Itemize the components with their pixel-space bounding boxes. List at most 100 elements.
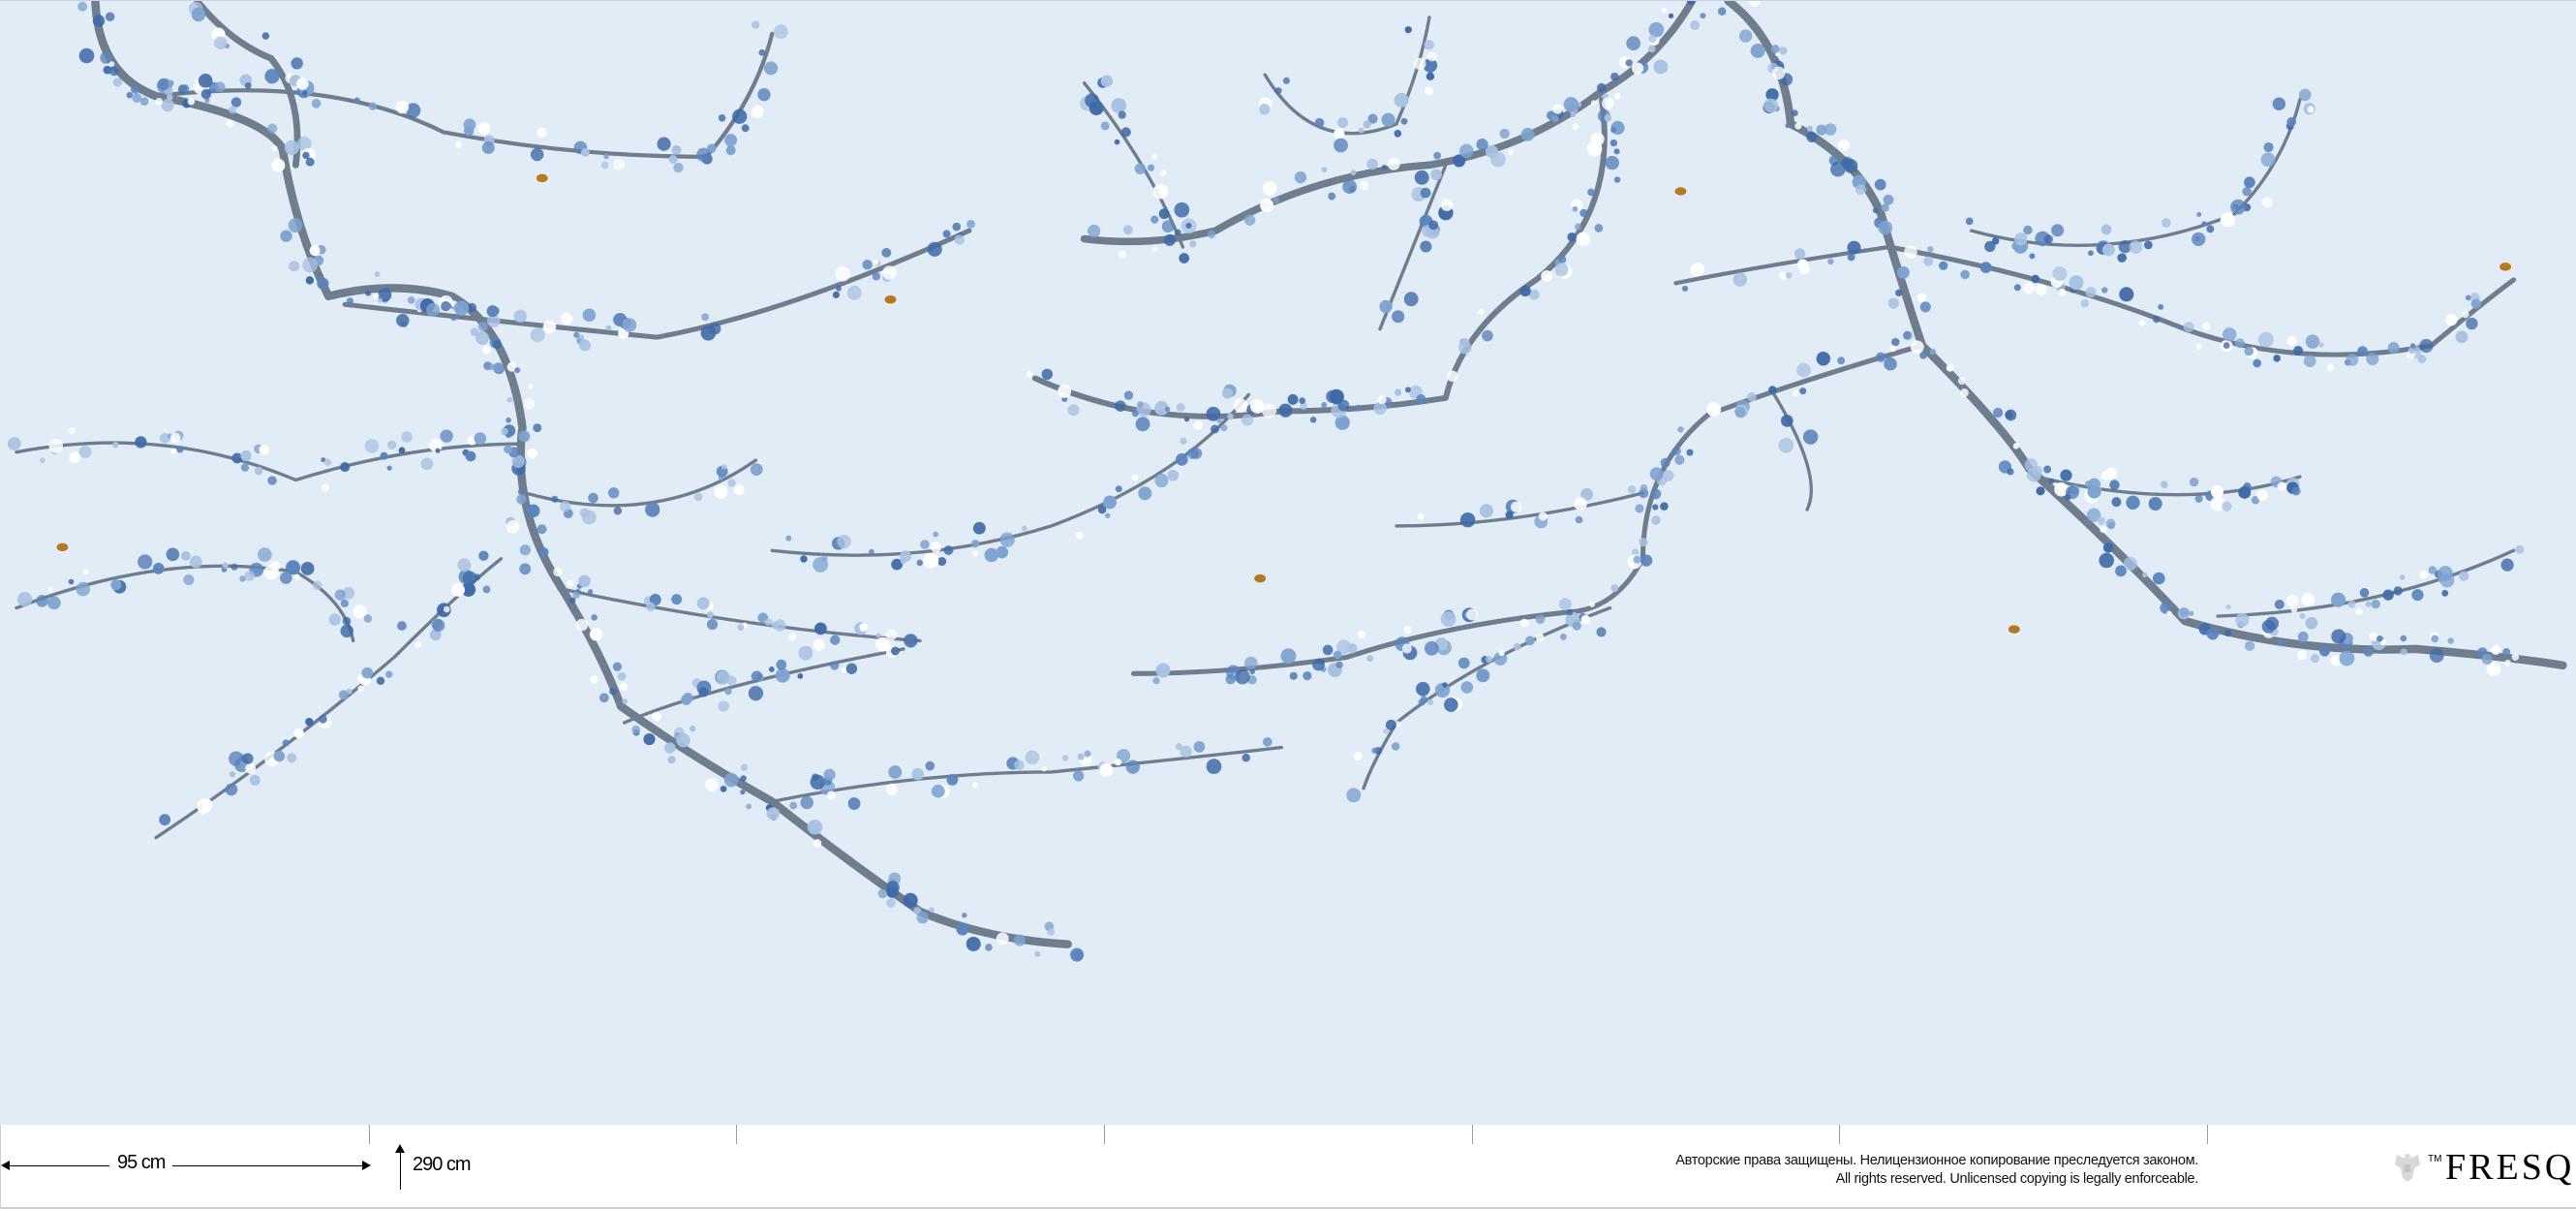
blossom <box>891 558 904 571</box>
blossom <box>2195 343 2202 350</box>
blossom <box>1289 671 1298 680</box>
blossom <box>450 315 457 322</box>
blossom <box>1649 467 1664 480</box>
blossom <box>2291 486 2301 496</box>
blossom <box>1674 454 1685 465</box>
blossom <box>1180 437 1187 445</box>
blossom <box>1671 447 1681 456</box>
branch <box>2216 548 2516 618</box>
blossom <box>2064 493 2071 501</box>
blossom <box>135 436 147 449</box>
bee-icon <box>1254 574 1267 583</box>
blossom <box>916 559 923 567</box>
blossom <box>1159 170 1167 176</box>
blossom <box>2117 253 2127 263</box>
blossom <box>2158 303 2164 310</box>
blossom <box>1661 7 1667 14</box>
blossom <box>353 97 361 105</box>
blossom <box>1579 208 1588 218</box>
blossom <box>1965 217 1974 226</box>
blossom <box>225 783 238 796</box>
blossom <box>1261 403 1277 418</box>
blossom <box>1334 415 1350 430</box>
blossom <box>2481 653 2493 666</box>
blossom <box>1891 337 1900 347</box>
blossom <box>2223 342 2230 349</box>
blossom <box>1394 130 1402 138</box>
blossom <box>1690 20 1701 31</box>
blossom <box>1919 351 1928 359</box>
blossom <box>1147 164 1155 171</box>
blossom <box>724 687 732 696</box>
blossom <box>2202 322 2211 331</box>
blossom <box>1321 167 1328 173</box>
blossom <box>374 271 381 277</box>
blossom <box>501 427 508 436</box>
blossom <box>2431 635 2439 643</box>
blossom <box>1785 271 1793 279</box>
blossom <box>368 102 378 110</box>
blossom <box>200 88 212 100</box>
blossom <box>214 81 226 93</box>
blossom <box>481 140 495 154</box>
blossom <box>2330 655 2342 666</box>
blossom <box>1538 512 1548 521</box>
blossom <box>2115 565 2127 577</box>
blossom <box>775 667 790 683</box>
blossom <box>506 417 511 423</box>
blossom <box>1176 402 1185 412</box>
blossom <box>1179 253 1190 264</box>
blossom <box>996 932 1009 946</box>
blossom <box>465 450 476 462</box>
branch <box>1724 1 2567 670</box>
blossom <box>2417 355 2427 363</box>
blossom <box>1207 230 1216 239</box>
blossom <box>2511 653 2520 661</box>
blossom <box>1466 608 1478 621</box>
blossom <box>470 327 479 336</box>
blossom <box>797 673 804 679</box>
blossom <box>312 580 322 591</box>
blossom <box>2220 212 2235 228</box>
blossom <box>1206 406 1221 421</box>
blossom <box>1734 406 1746 418</box>
blossom <box>706 143 717 154</box>
blossom <box>538 547 549 557</box>
blossom <box>2305 616 2318 630</box>
blossom <box>1225 673 1236 685</box>
blossom <box>693 492 703 502</box>
blossom <box>2101 243 2115 257</box>
blossom <box>877 888 888 899</box>
blossom <box>2455 330 2469 344</box>
blossom <box>2123 556 2138 571</box>
width-arrow-icon <box>1 1161 371 1170</box>
blossom <box>273 750 286 762</box>
blossom <box>1780 415 1794 427</box>
blossom <box>1992 407 2004 418</box>
blossom <box>183 574 195 586</box>
blossom <box>269 560 281 572</box>
blossom <box>226 119 233 128</box>
blossom <box>425 302 441 318</box>
branch <box>1031 96 1608 419</box>
blossom <box>2400 635 2407 642</box>
blossom <box>746 803 752 810</box>
blossom <box>2052 266 2068 282</box>
blossom <box>2048 478 2055 484</box>
blossom <box>242 753 254 764</box>
branch <box>15 441 525 482</box>
blossom <box>885 783 899 796</box>
blossom <box>474 432 487 445</box>
brand-logo: FRESQ <box>2445 1147 2575 1188</box>
bee-icon <box>2008 625 2020 634</box>
blossom <box>1806 132 1818 142</box>
blossom <box>401 431 413 443</box>
blossom <box>582 308 597 322</box>
blossom <box>718 114 726 122</box>
blossom <box>1282 77 1290 84</box>
blossom <box>862 259 873 270</box>
blossom <box>2054 481 2069 497</box>
blossom <box>1152 183 1169 200</box>
blossom <box>1632 62 1644 75</box>
blossom <box>397 621 407 631</box>
